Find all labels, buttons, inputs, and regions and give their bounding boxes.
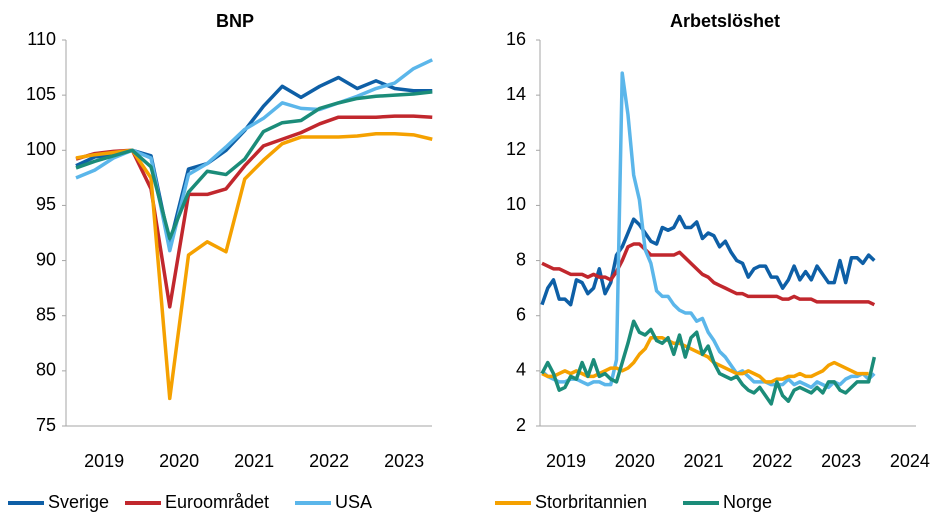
x-tick-label: 2024 [890,451,930,471]
x-tick-label: 2021 [234,451,274,471]
y-tick-label: 75 [36,415,56,435]
x-tick-label: 2019 [84,451,124,471]
chart-title: BNP [216,11,254,31]
y-tick-label: 8 [516,249,526,269]
series-line [75,131,433,401]
y-tick-label: 105 [26,84,56,104]
x-tick-label: 2023 [384,451,424,471]
x-tick-label: 2019 [546,451,586,471]
legend-label: USA [335,492,372,512]
x-tick-label: 2020 [615,451,655,471]
y-tick-label: 6 [516,304,526,324]
y-tick-label: 14 [506,84,526,104]
y-tick-label: 100 [26,139,56,159]
y-tick-label: 95 [36,194,56,214]
chart-title: Arbetslöshet [670,11,780,31]
y-tick-label: 16 [506,29,526,49]
x-tick-label: 2022 [309,451,349,471]
series-line [540,214,876,307]
series-line [540,319,877,406]
legend-label: Storbritannien [535,492,647,512]
y-tick-label: 10 [506,194,526,214]
series-line [75,90,433,241]
y-tick-label: 90 [36,249,56,269]
y-tick-label: 80 [36,360,56,380]
y-tick-label: 85 [36,304,56,324]
y-tick-label: 110 [27,29,56,49]
x-tick-label: 2023 [821,451,861,471]
y-tick-label: 12 [506,139,526,159]
legend-label: Sverige [48,492,109,512]
series-line [541,242,876,307]
x-tick-label: 2020 [159,451,199,471]
series-line [75,75,433,246]
y-tick-label: 4 [516,360,526,380]
x-tick-label: 2022 [752,451,792,471]
y-tick-label: 2 [516,415,526,435]
legend-label: Norge [723,492,772,512]
x-tick-label: 2021 [684,451,724,471]
series-line [540,71,876,390]
legend-label: Euroområdet [165,492,269,512]
series-line [541,336,869,384]
